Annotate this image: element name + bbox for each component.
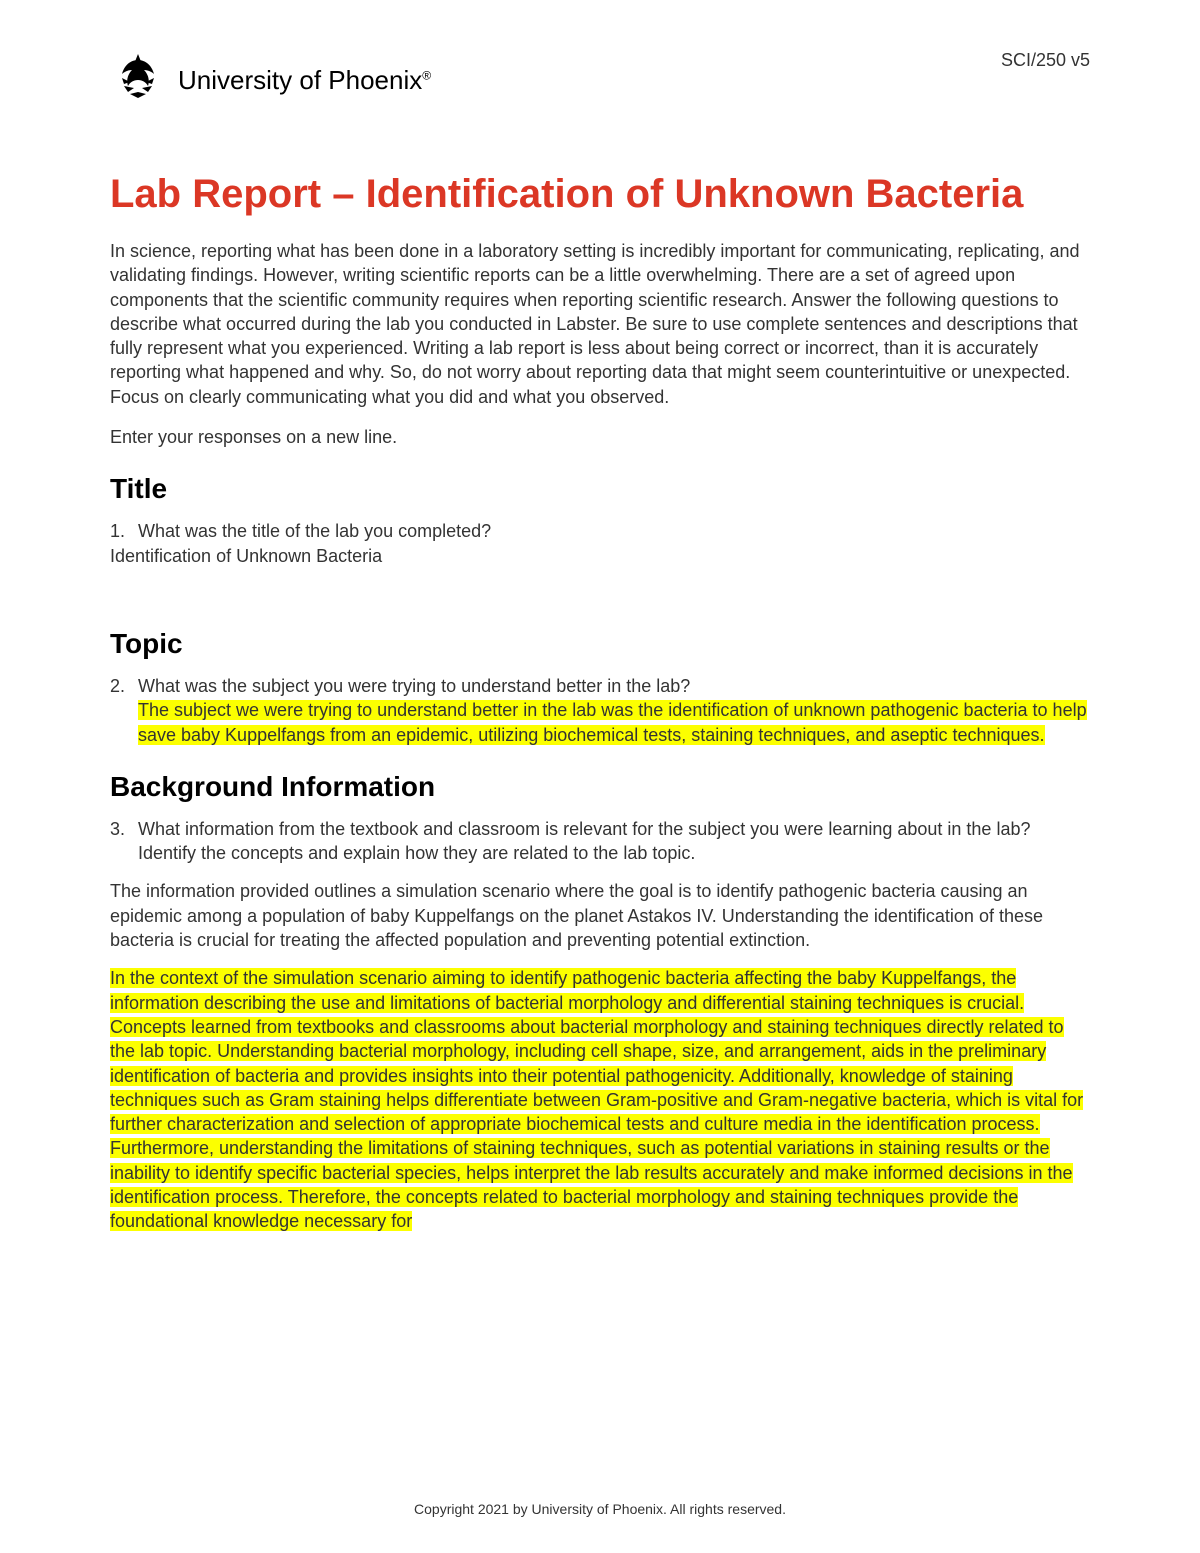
- phoenix-logo-icon: [110, 50, 166, 111]
- q2-answer-highlighted: The subject we were trying to understand…: [138, 700, 1087, 744]
- logo-reg-icon: ®: [422, 68, 431, 82]
- header-row: University of Phoenix® SCI/250 v5: [110, 50, 1090, 111]
- q1-answer: Identification of Unknown Bacteria: [110, 544, 1090, 568]
- course-code: SCI/250 v5: [1001, 50, 1090, 71]
- bg-paragraph-1: The information provided outlines a simu…: [110, 879, 1090, 952]
- q3-prompt: What information from the textbook and c…: [138, 819, 1030, 863]
- intro-paragraph: In science, reporting what has been done…: [110, 239, 1090, 409]
- footer-copyright: Copyright 2021 by University of Phoenix.…: [0, 1501, 1200, 1517]
- logo-block: University of Phoenix®: [110, 50, 431, 111]
- q1-number: 1.: [110, 519, 138, 543]
- q1-prompt: What was the title of the lab you comple…: [138, 521, 491, 541]
- section-topic-heading: Topic: [110, 628, 1090, 660]
- question-3: 3.What information from the textbook and…: [110, 817, 1090, 866]
- question-2: 2.What was the subject you were trying t…: [110, 674, 1090, 747]
- question-1-text: 1.What was the title of the lab you comp…: [110, 519, 1090, 543]
- bg-paragraph-2: In the context of the simulation scenari…: [110, 966, 1090, 1233]
- q3-number: 3.: [110, 817, 138, 841]
- logo-text: University of Phoenix®: [178, 65, 431, 96]
- question-1: 1.What was the title of the lab you comp…: [110, 519, 1090, 568]
- document-title: Lab Report – Identification of Unknown B…: [110, 171, 1090, 217]
- q2-prompt: What was the subject you were trying to …: [138, 676, 690, 696]
- q2-number: 2.: [110, 674, 138, 698]
- question-3-text: 3.What information from the textbook and…: [110, 817, 1090, 866]
- logo-name: University of Phoenix: [178, 65, 422, 95]
- section-title-heading: Title: [110, 473, 1090, 505]
- question-2-text: 2.What was the subject you were trying t…: [110, 674, 1090, 698]
- q2-answer: The subject we were trying to understand…: [110, 698, 1090, 747]
- section-background-heading: Background Information: [110, 771, 1090, 803]
- intro-instruction: Enter your responses on a new line.: [110, 425, 1090, 449]
- bg-paragraph-2-highlighted: In the context of the simulation scenari…: [110, 968, 1083, 1231]
